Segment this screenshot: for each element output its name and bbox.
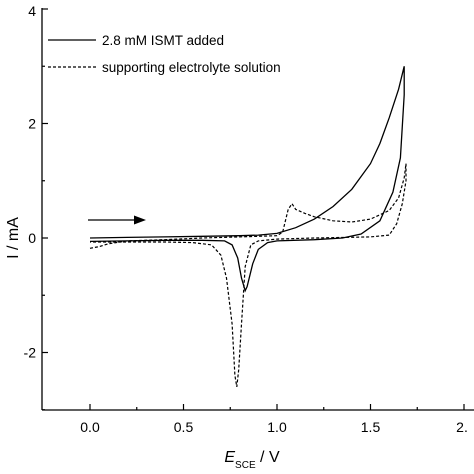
y-tick-label: 2	[28, 116, 36, 132]
y-tick-label: 4	[28, 3, 36, 19]
legend-label-ismt: 2.8 mM ISMT added	[102, 33, 224, 48]
x-axis-title-main: E	[224, 449, 235, 466]
legend: 2.8 mM ISMT added supporting electrolyte…	[48, 33, 281, 75]
x-tick-label: 1.0	[267, 419, 287, 435]
legend-label-electrolyte: supporting electrolyte solution	[102, 60, 281, 75]
series-ismt-line	[89, 66, 405, 293]
y-ticks: -2 0 2 4	[24, 3, 48, 411]
series-electrolyte-line	[89, 163, 407, 387]
y-axis-title: I / mA	[5, 217, 22, 259]
x-tick-label: 2.	[456, 419, 468, 435]
x-tick-label: 0.0	[80, 419, 100, 435]
x-tick-label: 0.5	[174, 419, 194, 435]
y-tick-label: 0	[28, 230, 36, 246]
x-tick-label: 1.5	[361, 419, 381, 435]
scan-direction-arrow	[88, 215, 146, 225]
x-axis-title-unit: / V	[256, 449, 280, 466]
arrow-head	[134, 215, 146, 225]
axes	[41, 8, 474, 411]
y-tick-label: -2	[24, 345, 37, 361]
x-axis-title: ESCE / V	[224, 449, 280, 471]
x-ticks: 0.0 0.5 1.0 1.5 2.	[80, 404, 468, 435]
x-axis-title-sub: SCE	[235, 460, 256, 471]
